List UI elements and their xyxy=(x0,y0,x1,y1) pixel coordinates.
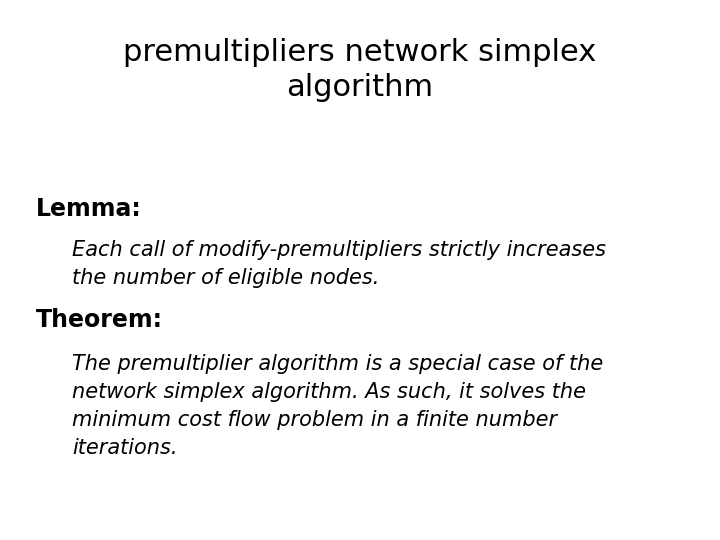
Text: Theorem:: Theorem: xyxy=(36,308,163,332)
Text: The premultiplier algorithm is a special case of the
network simplex algorithm. : The premultiplier algorithm is a special… xyxy=(72,354,603,458)
Text: Each call of modify-premultipliers strictly increases
the number of eligible nod: Each call of modify-premultipliers stric… xyxy=(72,240,606,288)
Text: premultipliers network simplex
algorithm: premultipliers network simplex algorithm xyxy=(123,38,597,102)
Text: Lemma:: Lemma: xyxy=(36,197,142,221)
